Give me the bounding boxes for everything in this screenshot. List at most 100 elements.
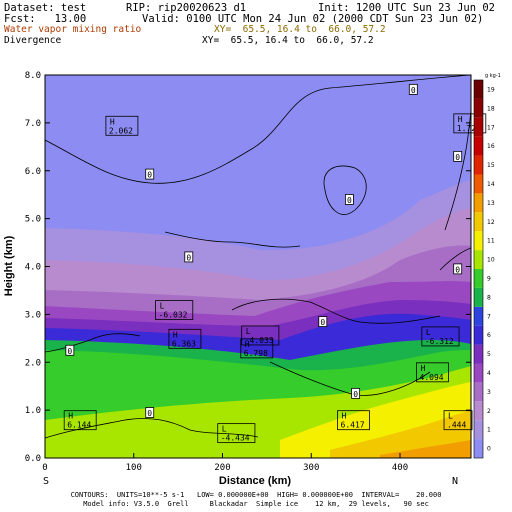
contour-value-label: 0: [65, 344, 75, 356]
colorbar-swatch: [474, 439, 483, 458]
svg-text:.444: .444: [447, 421, 466, 430]
colorbar-tick-label: 16: [487, 143, 495, 150]
colorbar-tick-label: 14: [487, 181, 495, 188]
colorbar-swatch: [474, 155, 483, 175]
svg-text:-4.434: -4.434: [221, 434, 250, 443]
contour-value-label: 0: [145, 168, 155, 180]
colorbar-swatch: [474, 212, 483, 232]
high-extremum-label: H6.417: [337, 410, 370, 431]
svg-text:0: 0: [411, 86, 416, 95]
svg-text:0: 0: [186, 253, 191, 262]
high-extremum-label: H2.062: [105, 115, 139, 136]
svg-text:0: 0: [67, 347, 72, 356]
colorbar-swatch: [474, 250, 483, 269]
colorbar-swatch: [474, 269, 483, 288]
low-extremum-label: L-4.434: [217, 423, 256, 444]
colorbar-swatch: [474, 325, 483, 345]
colorbar-swatch: [474, 344, 483, 364]
svg-text:0: 0: [347, 196, 352, 205]
contour-value-label: 0: [345, 194, 354, 205]
colorbar-swatch: [474, 231, 483, 251]
x-axis-right-end-label: N: [452, 476, 458, 487]
colorbar-tick-label: 9: [487, 275, 491, 282]
x-axis-left-end-label: S: [43, 476, 49, 487]
colorbar-tick-label: 13: [487, 200, 495, 207]
colorbar-swatch: [474, 287, 483, 307]
contour-value-label: 0: [351, 387, 361, 399]
svg-text:0: 0: [353, 390, 358, 399]
colorbar-tick-label: 19: [487, 86, 495, 93]
colorbar-tick-label: 3: [487, 389, 491, 396]
contour-value-label: 0: [453, 263, 463, 274]
svg-text:0: 0: [147, 171, 152, 180]
x-tick-label: 300: [303, 463, 319, 473]
contour-value-label: 0: [408, 83, 418, 95]
high-extremum-label: H6.144: [63, 410, 97, 431]
y-tick-label: 2.0: [25, 358, 41, 368]
y-tick-label: 3.0: [25, 310, 41, 320]
colorbar-tick-label: 15: [487, 162, 495, 169]
svg-text:-4.033: -4.033: [245, 336, 274, 345]
footer-model-info: Model info: V3.5.0 Grell Blackadar Simpl…: [83, 500, 429, 508]
divergence-contours: [45, 75, 471, 439]
colorbar-swatch: [474, 117, 483, 137]
y-tick-label: 4.0: [25, 263, 41, 273]
x-axis-title: Distance (km): [219, 475, 291, 487]
colorbar-swatch: [474, 306, 483, 326]
colorbar-tick-label: 8: [487, 294, 491, 301]
svg-text:6.798: 6.798: [244, 349, 268, 358]
svg-text:-6.312: -6.312: [425, 337, 454, 346]
y-tick-label: 8.0: [25, 71, 41, 81]
svg-text:H: H: [245, 340, 250, 349]
high-extremum-label: H4.094: [416, 362, 449, 383]
colorbar-swatch: [474, 98, 483, 118]
contour-value-label: 0: [145, 407, 155, 418]
svg-text:0: 0: [455, 265, 460, 274]
y-tick-label: 1.0: [25, 406, 41, 416]
contour-value-label: 0: [453, 150, 463, 162]
svg-text:0: 0: [455, 153, 460, 162]
y-tick-label: 6.0: [25, 167, 41, 177]
low-extremum-label: L-6.312: [421, 326, 460, 347]
xy1-label: XY= 65.5, 16.4 to 66.0, 57.2: [214, 24, 386, 35]
svg-text:H: H: [342, 412, 347, 421]
valid-label: Valid: 0100 UTC Mon 24 Jun 02 (2000 CDT …: [142, 13, 484, 25]
colorbar-swatch: [474, 401, 483, 421]
svg-text:6.417: 6.417: [341, 421, 365, 430]
colorbar-unit: g kg-1: [485, 73, 501, 79]
colorbar-swatch: [474, 136, 483, 156]
high-extremum-label: H1.726: [453, 113, 487, 134]
svg-text:6.363: 6.363: [172, 339, 196, 348]
init-label: Init: 1200 UTC Sun 23 Jun 02: [318, 2, 496, 14]
colorbar-swatch: [474, 420, 483, 440]
svg-text:H: H: [173, 330, 178, 339]
colorbar-tick-label: 4: [487, 370, 491, 377]
x-tick-label: 200: [214, 463, 230, 473]
x-tick-label: 100: [126, 463, 142, 473]
svg-text:L: L: [160, 302, 165, 311]
high-extremum-label: H6.798: [240, 338, 274, 359]
y-tick-label: 7.0: [25, 119, 41, 129]
svg-text:L: L: [426, 328, 431, 337]
footer-contours: CONTOURS: UNITS=10**-5 s-1 LOW= 0.000000…: [70, 491, 442, 499]
low-extremum-label: L-6.032: [155, 300, 194, 320]
colorbar-tick-label: 6: [487, 332, 491, 339]
colorbar-swatch: [474, 193, 483, 213]
colorbar-tick-label: 12: [487, 219, 495, 226]
colorbar-swatch: [474, 363, 483, 383]
low-extremum-label: L-4.033: [241, 325, 280, 346]
svg-text:0: 0: [147, 409, 152, 418]
svg-text:-6.032: -6.032: [159, 311, 188, 320]
y-tick-label: 5.0: [25, 215, 41, 225]
colorbar-swatch: [474, 382, 483, 402]
colorbar-tick-label: 11: [487, 238, 495, 245]
colorbar-tick-label: 7: [487, 313, 491, 320]
svg-text:H: H: [68, 412, 73, 421]
x-tick-label: 0: [42, 463, 47, 473]
y-tick-label: 0.0: [25, 454, 41, 464]
svg-text:H: H: [421, 364, 426, 373]
fcst-label: Fcst: 13.00: [4, 13, 87, 25]
colorbar-tick-label: 2: [487, 408, 491, 415]
